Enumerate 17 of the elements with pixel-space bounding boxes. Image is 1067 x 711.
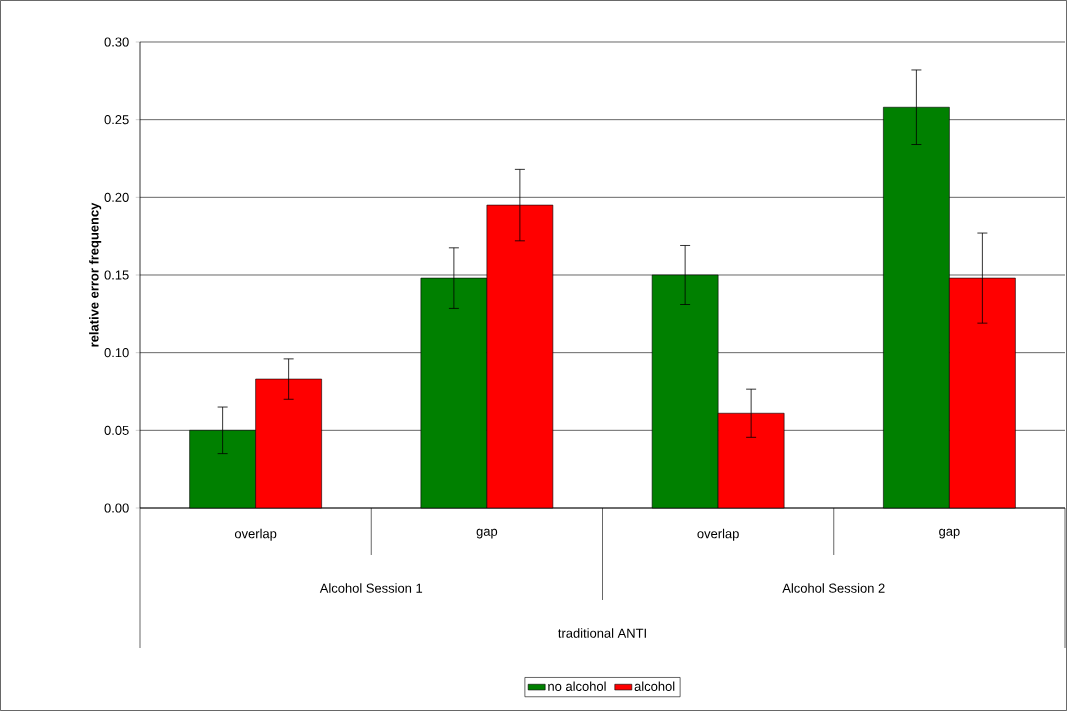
text: Alcohol Session 2 xyxy=(782,583,885,593)
legend-label: alcohol xyxy=(634,681,675,691)
y-tick-label: 0.00 xyxy=(104,503,129,513)
x-tick-label: overlap xyxy=(234,528,277,541)
x-tick-label: overlap xyxy=(697,528,739,541)
y-tick-label: 0.25 xyxy=(104,115,129,125)
y-tick-label: 0.15 xyxy=(104,270,129,280)
x-tick-label: gap xyxy=(476,528,498,539)
legend-label: no alcohol xyxy=(548,681,606,691)
y-tick-label: 0.20 xyxy=(104,192,129,202)
text: Alcohol Session 1 xyxy=(319,583,423,593)
y-tick-label: 0.10 xyxy=(104,348,129,358)
text: traditional ANTI xyxy=(558,628,646,638)
y-axis-title: relative error frequency xyxy=(89,202,102,347)
x-tick-label: gap xyxy=(939,528,960,539)
y-tick-label: 0.05 xyxy=(104,425,129,435)
y-tick-label: 0.30 xyxy=(104,37,129,47)
